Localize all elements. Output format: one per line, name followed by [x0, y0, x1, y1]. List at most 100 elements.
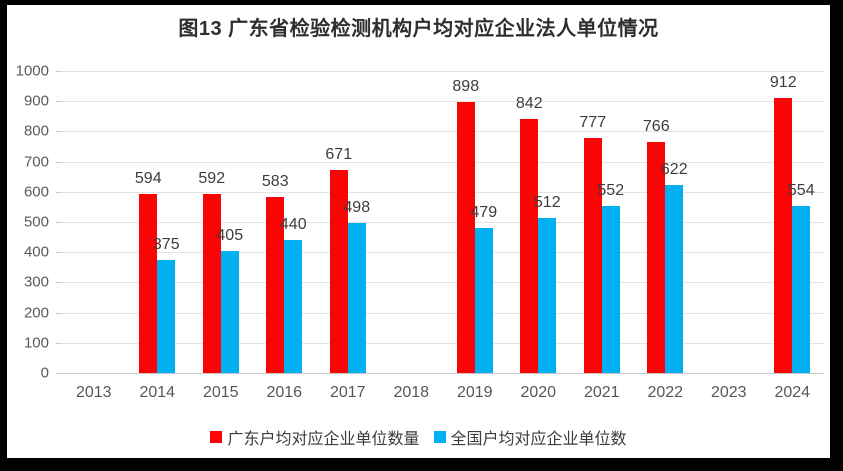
national-bar-2014: 375	[153, 236, 180, 373]
y-tick-label-1000: 1000	[15, 62, 49, 80]
category-slot-2024: 912 554	[761, 71, 825, 373]
national-data-label-2016: 440	[279, 216, 307, 234]
category-slot-2013	[62, 71, 126, 373]
bar-slots: 594 375 592 405 583 440 671 498 898 479 842 512 777 5…	[62, 71, 824, 373]
guangdong-bar-2019: 898	[452, 78, 479, 373]
x-tick-label-2022: 2022	[647, 384, 684, 401]
y-tick-mark-1000	[56, 71, 62, 72]
guangdong-data-label-2024: 912	[769, 74, 797, 92]
guangdong-bar-2024: 912	[770, 74, 797, 373]
y-tick-label-600: 600	[23, 183, 49, 201]
gridline-600	[62, 192, 824, 193]
x-tick-label-2020: 2020	[520, 384, 557, 401]
x-tick-label-2023: 2023	[710, 384, 747, 401]
x-axis: 2013 2014 2015 2016 2017 2018 2019 2020 2021 2022…	[62, 384, 824, 402]
gridline-300	[62, 282, 824, 283]
x-tick-label-2019: 2019	[456, 384, 493, 401]
national-data-label-2021: 552	[597, 182, 625, 200]
x-tick-label-2024: 2024	[774, 384, 811, 401]
national-bar-2019: 479	[470, 204, 497, 373]
x-tick-label-2018: 2018	[393, 384, 430, 401]
gridline-0	[62, 373, 824, 374]
legend-item-national: 全国户均对应企业单位数	[433, 425, 627, 449]
guangdong-bar-2015: 592	[198, 170, 225, 373]
national-bar-2015: 405	[216, 227, 243, 373]
plot-area: 594 375 592 405 583 440 671 498 898 479 842 512 777 5…	[56, 71, 824, 374]
y-tick-mark-100	[56, 343, 62, 344]
guangdong-bar-2017: 671	[325, 146, 352, 373]
national-bar-2024: 554	[788, 182, 815, 373]
national-data-label-2015: 405	[216, 227, 244, 245]
guangdong-bar-2016: 583	[262, 173, 289, 373]
guangdong-data-label-2017: 671	[325, 146, 353, 164]
national-bar-2016: 440	[280, 216, 307, 373]
guangdong-data-label-2021: 777	[579, 114, 607, 132]
guangdong-data-label-2016: 583	[261, 173, 289, 191]
category-slot-2016: 583 440	[253, 71, 317, 373]
category-slot-2023	[697, 71, 761, 373]
y-tick-label-200: 200	[23, 304, 49, 322]
y-axis: 0 100 200 300 400 500 600 700 800 900 1000	[7, 63, 57, 382]
national-bar-2021: 552	[597, 182, 624, 373]
category-slot-2020: 842 512	[507, 71, 571, 373]
gridline-200	[62, 313, 824, 314]
y-tick-mark-300	[56, 282, 62, 283]
national-data-label-2022: 622	[660, 161, 688, 179]
x-tick-label-2017: 2017	[329, 384, 366, 401]
y-tick-mark-900	[56, 101, 62, 102]
category-slot-2018	[380, 71, 444, 373]
guangdong-data-label-2015: 592	[198, 170, 226, 188]
chart-canvas: 图13 广东省检验检测机构户均对应企业法人单位情况 0 100 200 300 400 5…	[7, 5, 830, 458]
national-bar-2017: 498	[343, 199, 370, 373]
gridline-500	[62, 222, 824, 223]
y-tick-mark-800	[56, 131, 62, 132]
legend-swatch-national	[433, 431, 446, 443]
y-tick-label-700: 700	[23, 153, 49, 171]
gridline-1000	[62, 71, 824, 72]
category-slot-2019: 898 479	[443, 71, 507, 373]
national-data-label-2014: 375	[152, 236, 180, 254]
national-data-label-2017: 498	[343, 199, 371, 217]
national-data-label-2024: 554	[787, 182, 815, 200]
y-tick-label-300: 300	[23, 273, 49, 291]
guangdong-data-label-2022: 766	[642, 118, 670, 136]
legend-item-guangdong: 广东户均对应企业单位数量	[210, 425, 420, 449]
y-tick-mark-700	[56, 162, 62, 163]
guangdong-data-label-2019: 898	[452, 78, 480, 96]
y-tick-label-800: 800	[23, 122, 49, 140]
category-slot-2017: 671 498	[316, 71, 380, 373]
x-tick-label-2015: 2015	[202, 384, 239, 401]
guangdong-data-label-2014: 594	[134, 170, 162, 188]
chart-title: 图13 广东省检验检测机构户均对应企业法人单位情况	[178, 18, 659, 40]
y-tick-label-500: 500	[23, 213, 49, 231]
guangdong-bar-2022: 766	[643, 118, 670, 373]
gridline-100	[62, 343, 824, 344]
y-tick-label-900: 900	[23, 92, 49, 110]
national-bar-2022: 622	[661, 161, 688, 373]
gridline-400	[62, 252, 824, 253]
y-tick-label-100: 100	[23, 334, 49, 352]
y-tick-mark-600	[56, 192, 62, 193]
national-bar-2020: 512	[534, 194, 561, 373]
guangdong-bar-2014: 594	[135, 170, 162, 373]
gridline-800	[62, 131, 824, 132]
category-slot-2015: 592 405	[189, 71, 253, 373]
category-slot-2014: 594 375	[126, 71, 190, 373]
y-tick-mark-500	[56, 222, 62, 223]
gridline-900	[62, 101, 824, 102]
national-data-label-2019: 479	[470, 204, 498, 222]
x-tick-label-2021: 2021	[583, 384, 620, 401]
y-tick-mark-400	[56, 252, 62, 253]
guangdong-bar-2021: 777	[579, 114, 606, 373]
x-tick-label-2016: 2016	[266, 384, 303, 401]
legend-swatch-guangdong	[210, 431, 223, 443]
legend-label-guangdong: 广东户均对应企业单位数量	[227, 431, 420, 448]
x-tick-label-2014: 2014	[139, 384, 176, 401]
y-tick-mark-0	[56, 373, 62, 374]
category-slot-2021: 777 552	[570, 71, 634, 373]
x-tick-label-2013: 2013	[75, 384, 112, 401]
y-tick-mark-200	[56, 313, 62, 314]
guangdong-data-label-2020: 842	[515, 95, 543, 113]
gridline-700	[62, 162, 824, 163]
